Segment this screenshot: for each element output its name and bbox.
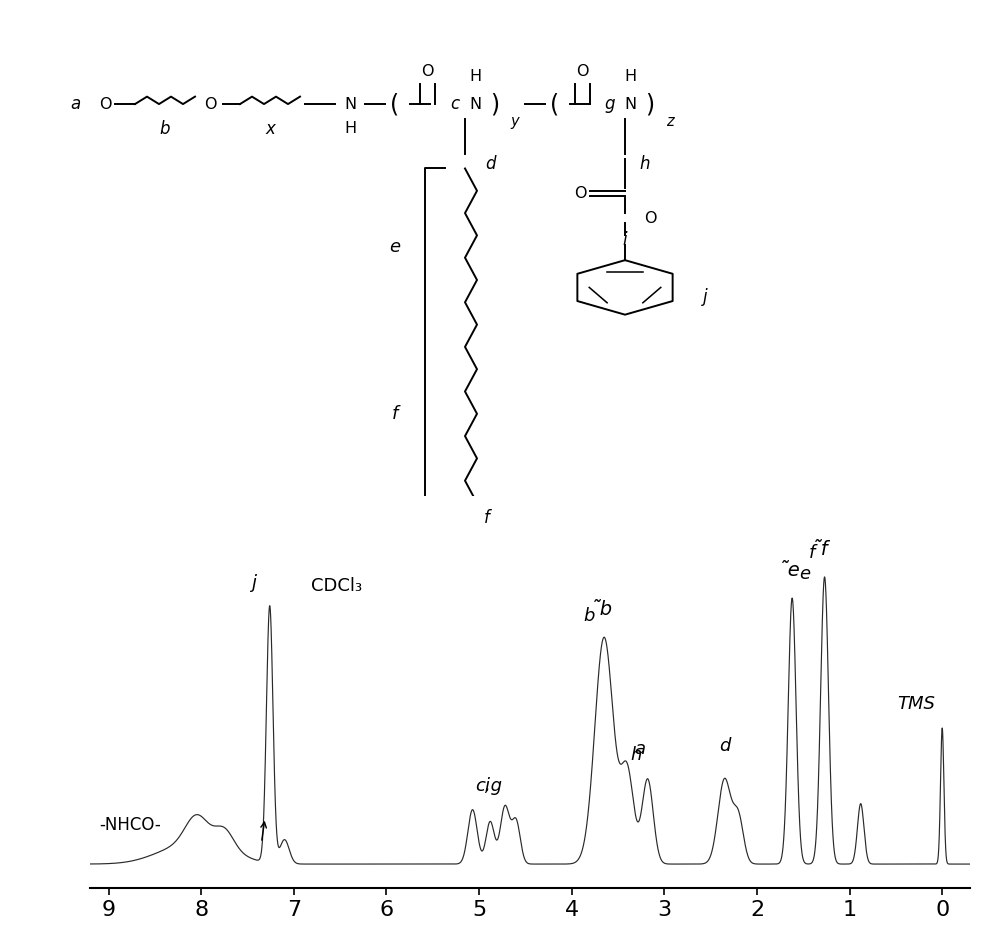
- Text: b: b: [160, 120, 170, 137]
- Text: N: N: [469, 96, 481, 111]
- Text: j: j: [703, 288, 707, 307]
- Text: g: g: [605, 95, 615, 113]
- Text: c: c: [450, 95, 460, 113]
- Text: TMS: TMS: [897, 695, 935, 712]
- Text: i: i: [484, 777, 489, 795]
- Text: (: (: [550, 92, 560, 116]
- Text: y: y: [511, 114, 519, 129]
- Text: ): ): [645, 92, 655, 116]
- Text: ˜b: ˜b: [591, 600, 613, 619]
- Text: e: e: [800, 565, 811, 583]
- Text: N: N: [624, 96, 636, 111]
- Text: b: b: [584, 607, 595, 626]
- Text: a: a: [634, 741, 645, 758]
- Text: j: j: [251, 574, 256, 592]
- X-axis label: 化学位移（ppm）: 化学位移（ppm）: [457, 934, 603, 935]
- Text: c,g: c,g: [475, 777, 502, 795]
- Text: H: H: [624, 69, 636, 84]
- Text: (: (: [390, 92, 400, 116]
- Text: f: f: [484, 509, 490, 526]
- Text: x: x: [265, 120, 275, 137]
- Text: f: f: [392, 405, 398, 423]
- Text: h: h: [630, 746, 641, 764]
- Text: ˜f: ˜f: [812, 539, 828, 559]
- Text: z: z: [666, 114, 674, 129]
- Text: O: O: [99, 96, 111, 111]
- Text: O: O: [574, 186, 586, 201]
- Text: e: e: [389, 237, 401, 255]
- Text: f: f: [808, 544, 815, 562]
- Text: CDCl₃: CDCl₃: [311, 577, 362, 595]
- Text: d: d: [485, 154, 495, 173]
- Text: O: O: [576, 65, 588, 79]
- Text: O: O: [204, 96, 216, 111]
- Text: -NHCO-: -NHCO-: [99, 815, 161, 834]
- Text: i: i: [623, 231, 627, 250]
- Text: H: H: [344, 122, 356, 137]
- Text: a: a: [70, 95, 80, 113]
- Text: H: H: [469, 69, 481, 84]
- Text: d: d: [719, 737, 730, 755]
- Text: O: O: [421, 65, 433, 79]
- Text: ˜e: ˜e: [779, 561, 801, 580]
- Text: N: N: [344, 96, 356, 111]
- Text: h: h: [640, 154, 650, 173]
- Text: O: O: [644, 210, 656, 225]
- Text: ): ): [490, 92, 500, 116]
